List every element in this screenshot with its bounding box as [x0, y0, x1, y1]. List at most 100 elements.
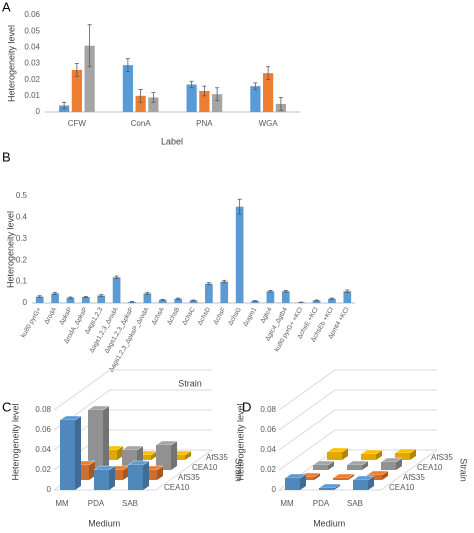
bar-side [143, 461, 149, 490]
bar-side [89, 461, 95, 480]
x-tick-label: ΔchsF [212, 306, 227, 325]
bar [136, 455, 151, 460]
y-tick-label: 0 [36, 107, 41, 116]
x-tick-label: Δugm1 [242, 306, 259, 328]
bar-side [314, 473, 320, 480]
bar-side [75, 416, 81, 490]
bar [84, 45, 95, 112]
bar [97, 295, 106, 303]
floor-edge [155, 449, 213, 491]
bar [381, 462, 396, 470]
y-tick-label: 0.1 [16, 277, 28, 286]
x-tick-label: ΔchsB [166, 306, 181, 326]
y-tick-label: 0.04 [24, 42, 40, 51]
bar [135, 95, 146, 112]
bar [158, 299, 167, 303]
y-axis-label: Heterogeneity level [5, 211, 15, 288]
y-tick-label: 0 [23, 298, 28, 307]
bar [122, 65, 133, 112]
x-tick-label: ΔchsG [227, 306, 243, 326]
bar [51, 293, 59, 303]
y-tick-label: 0.08 [260, 405, 276, 414]
z-axis-label: Strain [459, 458, 469, 482]
panel-letter: C [2, 399, 11, 414]
series-label: AfS35 [206, 453, 228, 462]
bar [333, 478, 348, 480]
x-tick-label: PDA [88, 499, 105, 508]
y-tick-label: 0.5 [16, 191, 28, 200]
bar [328, 298, 336, 303]
y-tick-label: 0.04 [35, 445, 51, 454]
grid-line-side [278, 429, 336, 471]
bar [205, 283, 213, 303]
bar-side [362, 461, 368, 470]
bar [71, 69, 82, 112]
y-tick-label: 0.02 [24, 75, 40, 84]
bar [174, 298, 182, 303]
bar [212, 94, 223, 112]
x-tick-label: SAB [347, 499, 363, 508]
bar-side [348, 474, 354, 480]
bar [313, 465, 328, 470]
bar [220, 281, 229, 303]
bar [108, 470, 123, 480]
x-tick-label: ΔrodA [43, 306, 58, 326]
y-tick-label: 0.06 [260, 425, 276, 434]
bar-side [410, 449, 416, 460]
x-axis-label: Medium [313, 518, 345, 528]
bar [128, 465, 143, 490]
bar-side [300, 474, 306, 490]
bar [263, 73, 274, 112]
bar-side [328, 461, 334, 470]
y-tick-label: 0.02 [260, 465, 276, 474]
y-tick-label: 0.02 [35, 465, 51, 474]
bar [361, 454, 376, 460]
y-tick-label: 0.2 [16, 255, 28, 264]
series-label: AfS35 [178, 473, 200, 482]
series-label: AfS35 [431, 453, 453, 462]
bar [343, 291, 352, 303]
bar [312, 300, 321, 303]
x-tick-label: ΔchsA [150, 306, 166, 326]
bar [35, 296, 44, 303]
floor-edge [380, 449, 438, 491]
bar-side [117, 446, 123, 460]
y-tick-label: 0.04 [260, 445, 276, 454]
y-tick-label: 0.4 [16, 213, 28, 222]
z-axis-label: Strain [234, 458, 244, 482]
y-axis-label: Heterogeneity level [6, 25, 16, 102]
y-axis-label: Heterogeneity level [10, 403, 20, 480]
bar [395, 453, 410, 460]
bar [299, 477, 314, 480]
x-tick-label: ΔchsC [181, 306, 197, 326]
bar-side [368, 476, 374, 490]
grid-line-side [53, 369, 111, 411]
bar [170, 455, 185, 460]
bar-side [171, 441, 177, 470]
x-tick-label: Δgtc4 [259, 306, 274, 324]
bar [142, 470, 157, 480]
panel-letter: B [2, 149, 11, 164]
bar-side [157, 466, 163, 480]
bar [143, 293, 152, 303]
y-tick-label: 0.03 [24, 59, 40, 68]
bar [251, 300, 259, 303]
bar-side [123, 466, 129, 480]
y-tick-label: 0.08 [35, 405, 51, 414]
bar [367, 475, 382, 480]
y-tick-label: 0 [272, 485, 277, 494]
series-label: AfS35 [403, 473, 425, 482]
bar [102, 450, 117, 460]
grid-line-side [278, 369, 336, 411]
bar-side [109, 466, 115, 490]
bar [156, 445, 171, 470]
series-label: CEA10 [389, 483, 415, 492]
x-tick-label: ΔchsD [196, 306, 212, 326]
x-tick-label: ΔpksP [58, 306, 73, 326]
x-tick-label: CFW [68, 119, 87, 128]
x-tick-label: MM [55, 499, 69, 508]
bar [148, 97, 159, 112]
x-axis-label: Strain [178, 378, 202, 388]
bar [81, 297, 90, 303]
